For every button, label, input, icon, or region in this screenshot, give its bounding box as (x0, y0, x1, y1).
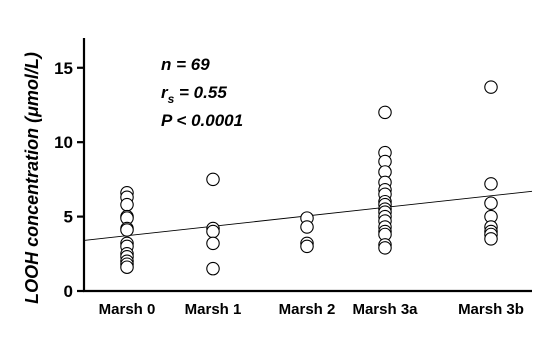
axes: 0 5 10 15 Marsh 0 Marsh 1 Marsh 2 Marsh 3a Marsh… (54, 38, 532, 318)
x-category-label: Marsh 2 (279, 301, 336, 318)
data-point (378, 105, 392, 120)
x-category-label: Marsh 3b (458, 301, 524, 318)
data-point (484, 177, 498, 191)
y-tick-label: 0 (64, 282, 73, 301)
y-axis-label: LOOH concentration (μmol/L) (22, 52, 42, 304)
y-tick-label: 10 (54, 133, 73, 152)
data-point (120, 260, 134, 274)
y-tick-label: 5 (64, 208, 73, 227)
x-category-label: Marsh 3a (352, 301, 418, 318)
data-point (300, 220, 314, 234)
y-tick-label: 15 (54, 59, 73, 78)
data-point (378, 241, 392, 255)
data-point (484, 232, 498, 246)
p-value-annotation: P < 0.0001 (161, 111, 243, 130)
data-point (120, 223, 134, 237)
data-point (206, 236, 220, 251)
n-annotation: n = 69 (161, 55, 210, 74)
data-points (120, 80, 498, 276)
data-point (484, 196, 498, 210)
data-point (206, 224, 220, 239)
x-category-label: Marsh 1 (185, 301, 242, 318)
data-point (206, 261, 220, 276)
x-category-label: Marsh 0 (99, 301, 156, 318)
data-point (120, 197, 134, 212)
stats-annotation: n = 69 rs = 0.55 P < 0.0001 (161, 55, 243, 130)
rs-annotation: rs = 0.55 (161, 83, 227, 106)
data-point (300, 239, 314, 254)
data-point (206, 172, 220, 187)
data-point (484, 80, 498, 94)
